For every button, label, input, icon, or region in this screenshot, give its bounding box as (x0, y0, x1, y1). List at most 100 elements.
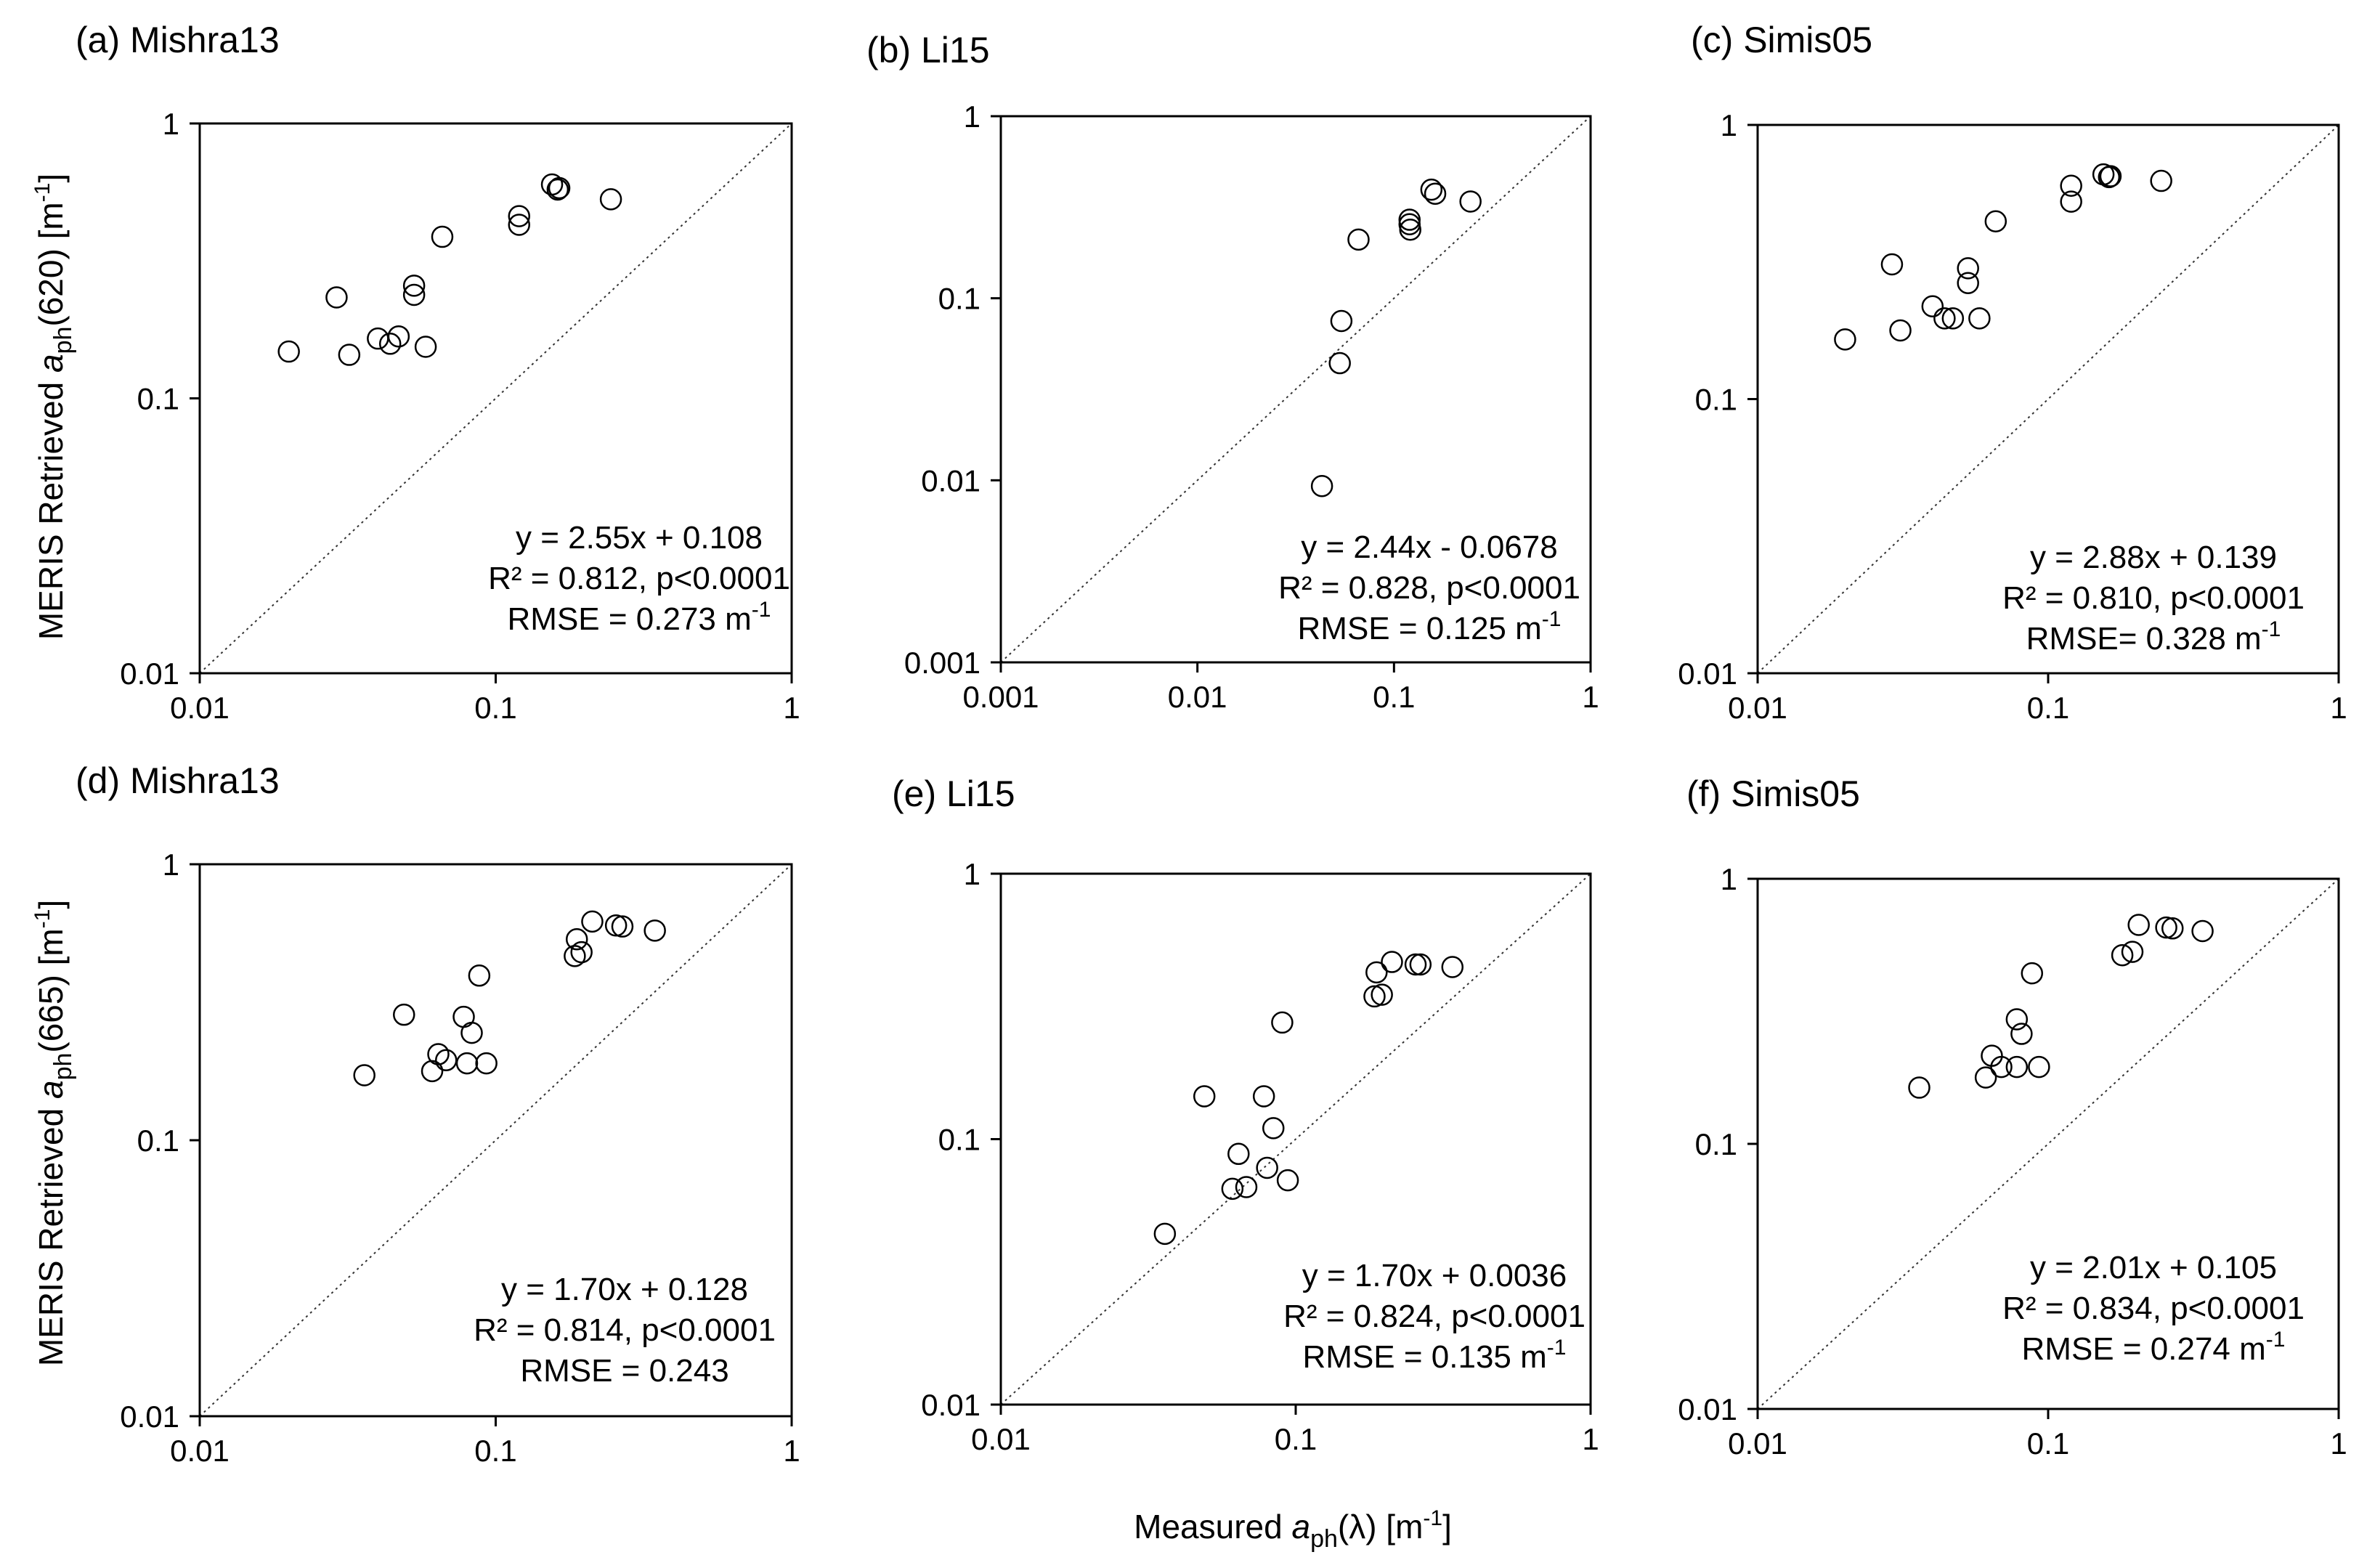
regression-equation: y = 2.01x + 0.105 (2030, 1250, 2277, 1285)
data-point (1221, 1177, 1244, 1201)
data-point (1957, 272, 1979, 294)
data-point (421, 1060, 444, 1083)
data-point (1381, 951, 1403, 973)
data-point (2127, 914, 2150, 936)
data-point (1363, 985, 1386, 1008)
x-tick-label: 0.01 (1728, 691, 1787, 725)
y-tick-label: 0.01 (921, 1388, 980, 1422)
data-point (1328, 352, 1351, 375)
x-tick-label: 0.01 (1168, 680, 1227, 714)
x-tick-label: 0.1 (1275, 1422, 1317, 1456)
r-squared-text: R² = 0.810, p<0.0001 (2002, 580, 2305, 616)
data-point (1365, 961, 1388, 984)
data-point (1409, 953, 1432, 976)
data-point (378, 333, 402, 355)
chart-panel-d: (d) Mishra13 0.01 0.1 1 0.01 0.1 1 y = 1.70x + … (76, 760, 800, 1468)
data-point (367, 327, 389, 350)
data-point (2028, 1055, 2050, 1078)
panels-group: (a) Mishra13 0.01 0.1 1 0.01 0.1 1 y = 2.55x + … (76, 20, 2347, 1468)
rmse-text: RMSE = 0.274 m-1 (2022, 1328, 2286, 1367)
data-point (427, 1043, 450, 1065)
regression-equation: y = 2.44x - 0.0678 (1301, 529, 1557, 565)
x-tick-label: 0.01 (971, 1422, 1031, 1456)
y-tick-label: 0.1 (137, 382, 179, 416)
data-point (2005, 1008, 2029, 1031)
data-point (1371, 983, 1393, 1006)
panel-title: (a) Mishra13 (76, 20, 280, 60)
data-point (1262, 1117, 1285, 1140)
data-point (508, 205, 531, 227)
data-point (548, 176, 571, 200)
r-squared-text: R² = 0.812, p<0.0001 (488, 561, 790, 596)
y-tick-label: 0.01 (921, 463, 980, 497)
r-squared-text: R² = 0.828, p<0.0001 (1278, 570, 1580, 606)
y-tick-label: 0.1 (137, 1124, 179, 1158)
one-to-one-line (199, 123, 792, 674)
data-point (1834, 328, 1856, 351)
data-point (1933, 307, 1956, 330)
data-point (1990, 1055, 2013, 1078)
x-tick-label: 0.1 (474, 1434, 516, 1468)
x-tick-label: 0.01 (170, 691, 230, 725)
data-point (2155, 916, 2177, 939)
y-tick-label: 1 (163, 848, 179, 882)
rmse-text: RMSE = 0.273 m-1 (508, 598, 771, 637)
one-to-one-line (1000, 115, 1591, 663)
x-tick-label: 1 (1582, 1422, 1599, 1456)
rmse-text: RMSE= 0.328 m-1 (2026, 617, 2281, 657)
data-point (1420, 178, 1443, 201)
data-point (2161, 917, 2184, 940)
x-tick-label: 0.01 (1728, 1426, 1787, 1461)
y-tick-label: 0.01 (1678, 1392, 1737, 1426)
data-point (1310, 474, 1333, 497)
data-point (1330, 309, 1353, 333)
data-point (1908, 1076, 1930, 1099)
y-tick-label: 0.1 (938, 1123, 980, 1157)
panel-title: (b) Li15 (866, 30, 990, 70)
data-point (1235, 1176, 1258, 1198)
rmse-text: RMSE = 0.243 (520, 1353, 728, 1389)
plot-frame (999, 115, 1592, 664)
data-point (1957, 257, 1979, 280)
panel-title: (f) Simis05 (1686, 773, 1860, 814)
data-point (1399, 219, 1421, 241)
rmse-text: RMSE = 0.125 m-1 (1298, 607, 1562, 646)
y-tick-label: 1 (964, 99, 980, 134)
y-tick-label: 0.1 (1695, 1127, 1737, 1161)
y-tick-label: 1 (1721, 862, 1737, 896)
chart-panel-a: (a) Mishra13 0.01 0.1 1 0.01 0.1 1 y = 2.55x + … (76, 20, 800, 725)
one-to-one-line (1000, 873, 1591, 1405)
data-point (434, 1049, 458, 1072)
y-tick-label: 1 (964, 857, 980, 891)
data-point (2060, 190, 2082, 213)
data-point (565, 927, 588, 951)
data-point (508, 214, 531, 236)
data-point (402, 283, 426, 306)
y-tick-label: 1 (1721, 108, 1737, 142)
chart-panel-e: (e) Li15 0.01 0.1 1 0.01 0.1 1 y = 1.70x + 0.00… (892, 773, 1599, 1456)
one-to-one-line (199, 864, 792, 1417)
data-point (1276, 1169, 1299, 1192)
data-point (2150, 169, 2172, 192)
regression-equation: y = 2.55x + 0.108 (516, 520, 763, 556)
x-tick-label: 1 (1582, 680, 1599, 714)
data-point (1974, 1066, 1997, 1089)
y-tick-label: 0.01 (120, 657, 179, 691)
data-point (338, 344, 361, 366)
regression-equation: y = 2.88x + 0.139 (2030, 540, 2277, 575)
x-tick-label: 0.01 (170, 1434, 230, 1468)
data-point (455, 1052, 479, 1075)
data-point (2010, 1023, 2033, 1045)
r-squared-text: R² = 0.814, p<0.0001 (474, 1312, 776, 1348)
data-point (2121, 941, 2144, 963)
data-point (1880, 253, 1904, 276)
data-point (581, 910, 604, 933)
x-axis-label: Measured aph(λ) [m-1] (1134, 1506, 1452, 1553)
data-point (2005, 1055, 2029, 1078)
data-point (1153, 1222, 1177, 1246)
y-tick-label: 1 (163, 107, 179, 141)
data-point (1398, 208, 1421, 231)
data-point (643, 919, 666, 942)
data-point (1941, 307, 1965, 330)
